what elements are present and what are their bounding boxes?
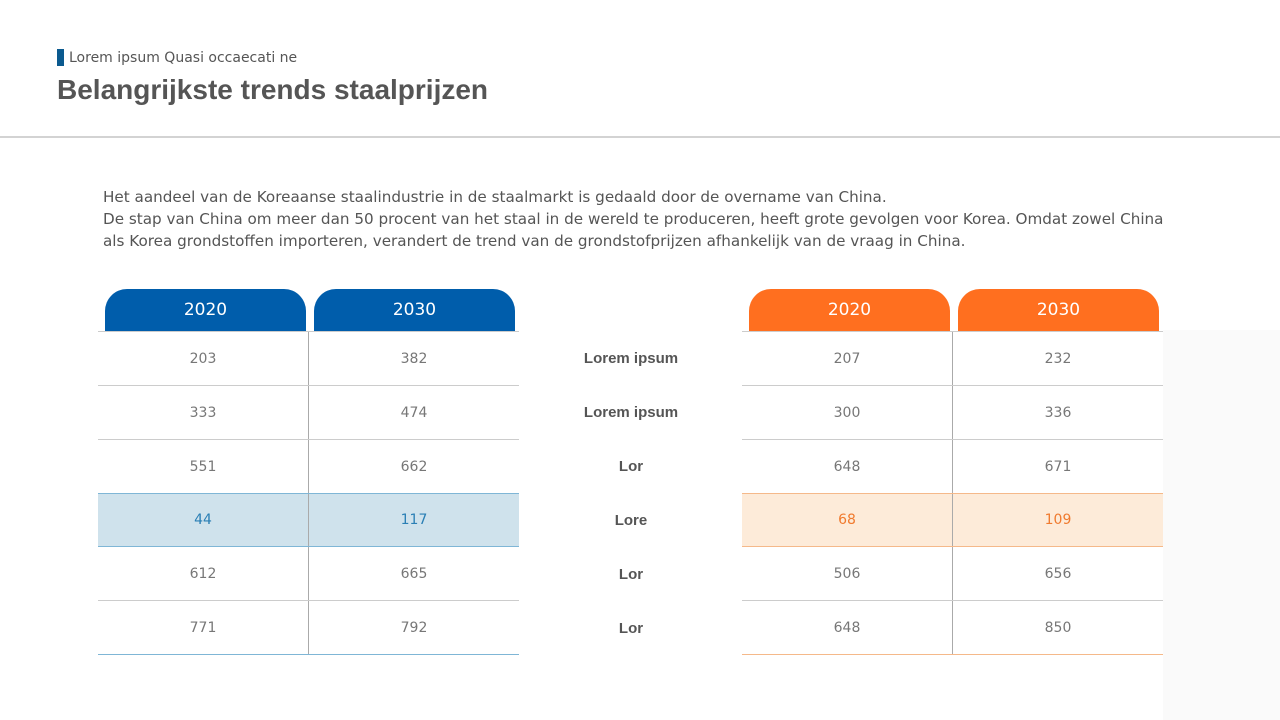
table-row: 68 109 bbox=[742, 493, 1163, 547]
row-label: Lorem ipsum bbox=[583, 403, 679, 421]
table-cell: 612 bbox=[98, 547, 309, 600]
accent-bar bbox=[57, 49, 64, 66]
table-cell: 792 bbox=[400, 619, 428, 636]
table-cell: 382 bbox=[400, 350, 428, 367]
table-cell: 850 bbox=[1044, 619, 1072, 636]
subtitle-text: Lorem ipsum Quasi occaecati ne bbox=[69, 49, 298, 66]
table-cell: 300 bbox=[742, 386, 953, 439]
table-header: 2020 2030 bbox=[98, 289, 519, 331]
table-row: 648 671 bbox=[742, 439, 1163, 493]
table-cell: 336 bbox=[1044, 404, 1072, 421]
table-cell: 474 bbox=[400, 404, 428, 421]
table-cell: 109 bbox=[1044, 512, 1072, 528]
column-header: 2020 bbox=[105, 289, 306, 331]
table-row: 771 792 bbox=[98, 600, 519, 655]
row-label: Lorem ipsum bbox=[583, 349, 679, 367]
description-line: Het aandeel van de Koreaanse staalindust… bbox=[103, 188, 887, 206]
left-table: 2020 2030 203 382 333 474 551 662 44 117 612 665 771… bbox=[98, 289, 519, 655]
table-row: 333 474 bbox=[98, 385, 519, 439]
table-cell: 671 bbox=[1044, 458, 1072, 475]
row-labels: Lorem ipsum Lorem ipsum Lor Lore Lor Lor bbox=[560, 331, 702, 655]
table-cell: 662 bbox=[400, 458, 428, 475]
table-row: 203 382 bbox=[98, 331, 519, 385]
description: Het aandeel van de Koreaanse staalindust… bbox=[103, 186, 1183, 252]
column-header: 2030 bbox=[314, 289, 515, 331]
table-row: 300 336 bbox=[742, 385, 1163, 439]
table-cell: 665 bbox=[400, 565, 428, 582]
right-table: 2020 2030 207 232 300 336 648 671 68 109 506 656 648… bbox=[742, 289, 1163, 655]
background-shade bbox=[1163, 330, 1280, 720]
table-header: 2020 2030 bbox=[742, 289, 1163, 331]
row-label: Lor bbox=[618, 619, 644, 637]
row-label: Lor bbox=[618, 565, 644, 583]
column-header: 2020 bbox=[749, 289, 950, 331]
row-label: Lor bbox=[618, 457, 644, 475]
description-line: De stap van China om meer dan 50 procent… bbox=[103, 210, 1164, 250]
table-row: 207 232 bbox=[742, 331, 1163, 385]
table-cell: 44 bbox=[98, 494, 309, 546]
table-cell: 506 bbox=[742, 547, 953, 600]
table-row: 551 662 bbox=[98, 439, 519, 493]
table-cell: 203 bbox=[98, 332, 309, 385]
column-header: 2030 bbox=[958, 289, 1159, 331]
table-row: 506 656 bbox=[742, 547, 1163, 600]
table-cell: 207 bbox=[742, 332, 953, 385]
table-cell: 232 bbox=[1044, 350, 1072, 367]
table-cell: 648 bbox=[742, 601, 953, 654]
row-label: Lore bbox=[614, 511, 648, 529]
page-title: Belangrijkste trends staalprijzen bbox=[57, 74, 489, 105]
divider bbox=[0, 136, 1280, 138]
section-subtitle: Lorem ipsum Quasi occaecati ne bbox=[57, 49, 297, 66]
table-cell: 117 bbox=[400, 512, 428, 528]
table-cell: 333 bbox=[98, 386, 309, 439]
table-cell: 551 bbox=[98, 440, 309, 493]
table-cell: 648 bbox=[742, 440, 953, 493]
table-cell: 656 bbox=[1044, 565, 1072, 582]
table-row: 44 117 bbox=[98, 493, 519, 547]
table-cell: 68 bbox=[742, 494, 953, 546]
table-row: 612 665 bbox=[98, 547, 519, 600]
table-row: 648 850 bbox=[742, 600, 1163, 655]
table-cell: 771 bbox=[98, 601, 309, 654]
